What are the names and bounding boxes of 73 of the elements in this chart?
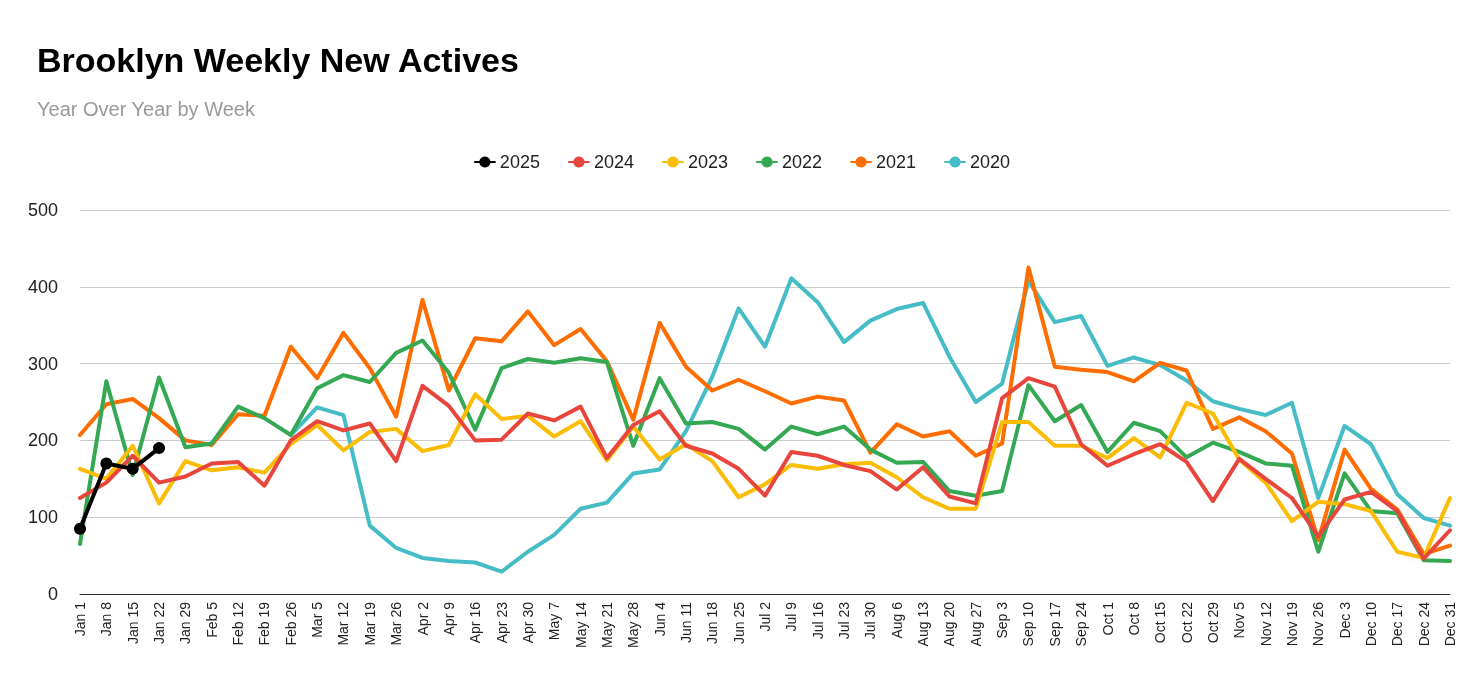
x-tick-label: Nov 12 bbox=[1257, 601, 1274, 647]
chart-subtitle: Year Over Year by Week bbox=[37, 98, 256, 120]
y-tick-label: 500 bbox=[27, 200, 58, 220]
x-tick-label: Sep 17 bbox=[1046, 601, 1063, 647]
x-tick-label: Oct 22 bbox=[1178, 601, 1195, 644]
x-tick-label: Sep 24 bbox=[1073, 601, 1090, 647]
x-tick-label: Feb 19 bbox=[256, 601, 273, 646]
x-tick-label: May 21 bbox=[598, 601, 615, 648]
legend-label: 2020 bbox=[970, 152, 1011, 172]
x-tick-label: Jan 22 bbox=[151, 601, 168, 645]
x-tick-label: Oct 1 bbox=[1099, 601, 1116, 636]
x-tick-label: Oct 29 bbox=[1204, 601, 1221, 644]
x-tick-label: Nov 26 bbox=[1310, 601, 1327, 647]
x-tick-label: Aug 20 bbox=[941, 601, 958, 647]
x-tick-label: Apr 9 bbox=[440, 601, 457, 636]
x-tick-label: Aug 27 bbox=[967, 601, 984, 647]
x-tick-label: Aug 13 bbox=[915, 601, 932, 647]
legend-label: 2023 bbox=[687, 152, 728, 172]
x-tick-label: Nov 19 bbox=[1283, 601, 1300, 647]
x-tick-label: Mar 12 bbox=[335, 601, 352, 646]
y-tick-label: 200 bbox=[27, 430, 58, 451]
legend-label: 2024 bbox=[593, 152, 634, 172]
chart-title: Brooklyn Weekly New Actives bbox=[37, 41, 519, 79]
x-tick-label: Dec 24 bbox=[1415, 601, 1432, 647]
y-tick-label: 0 bbox=[47, 584, 58, 604]
x-tick-label: Apr 16 bbox=[467, 601, 484, 644]
point bbox=[100, 457, 113, 470]
x-tick-label: Dec 31 bbox=[1442, 601, 1458, 647]
x-tick-label: Apr 30 bbox=[519, 601, 536, 644]
x-tick-label: Jan 8 bbox=[98, 601, 115, 637]
x-tick-label: Dec 3 bbox=[1336, 601, 1353, 639]
x-tick-label: Jan 29 bbox=[177, 601, 194, 645]
x-tick-label: Jul 9 bbox=[783, 601, 800, 632]
x-tick-label: Sep 10 bbox=[1020, 601, 1037, 647]
legend-label: 2021 bbox=[876, 152, 917, 172]
x-tick-label: Jan 1 bbox=[72, 601, 88, 637]
x-tick-label: Jul 16 bbox=[809, 601, 826, 640]
x-tick-label: Dec 17 bbox=[1389, 601, 1406, 647]
x-tick-label: Feb 26 bbox=[282, 601, 299, 646]
legend-label: 2025 bbox=[499, 152, 540, 172]
x-tick-label: Jul 30 bbox=[862, 601, 879, 640]
x-tick-label: Oct 15 bbox=[1152, 601, 1169, 644]
x-tick-label: Jun 18 bbox=[704, 601, 721, 645]
point bbox=[74, 522, 86, 535]
x-tick-label: Mar 26 bbox=[388, 601, 405, 646]
x-tick-label: Feb 5 bbox=[203, 601, 220, 638]
y-tick-label: 400 bbox=[27, 276, 58, 297]
line-series bbox=[78, 338, 1452, 563]
x-tick-label: Jul 23 bbox=[836, 601, 853, 640]
x-tick-label: Jun 11 bbox=[677, 601, 694, 643]
x-tick-label: Aug 6 bbox=[888, 601, 905, 639]
x-tick-label: Nov 5 bbox=[1231, 601, 1248, 639]
x-tick-label: May 7 bbox=[546, 601, 563, 641]
x-tick-label: Oct 8 bbox=[1125, 601, 1142, 636]
x-tick-label: Jun 25 bbox=[730, 601, 747, 645]
legend-label: 2022 bbox=[782, 152, 823, 172]
x-tick-label: Mar 19 bbox=[361, 601, 378, 646]
line-series bbox=[78, 265, 1452, 557]
x-tick-label: May 28 bbox=[625, 601, 642, 648]
y-tick-label: 300 bbox=[27, 353, 58, 374]
point bbox=[153, 442, 166, 455]
x-tick-label: Jul 2 bbox=[757, 601, 773, 632]
y-tick-label: 100 bbox=[27, 507, 58, 528]
x-tick-label: Apr 23 bbox=[493, 601, 510, 644]
x-tick-label: Mar 5 bbox=[309, 601, 326, 638]
x-tick-label: Jun 4 bbox=[651, 601, 668, 637]
x-tick-label: Apr 2 bbox=[414, 601, 431, 636]
x-tick-label: May 14 bbox=[572, 601, 589, 648]
point bbox=[126, 462, 139, 475]
x-tick-label: Dec 10 bbox=[1362, 601, 1379, 647]
x-tick-label: Jan 15 bbox=[124, 601, 141, 645]
x-tick-label: Feb 12 bbox=[230, 601, 247, 646]
x-tick-label: Sep 3 bbox=[994, 601, 1011, 639]
